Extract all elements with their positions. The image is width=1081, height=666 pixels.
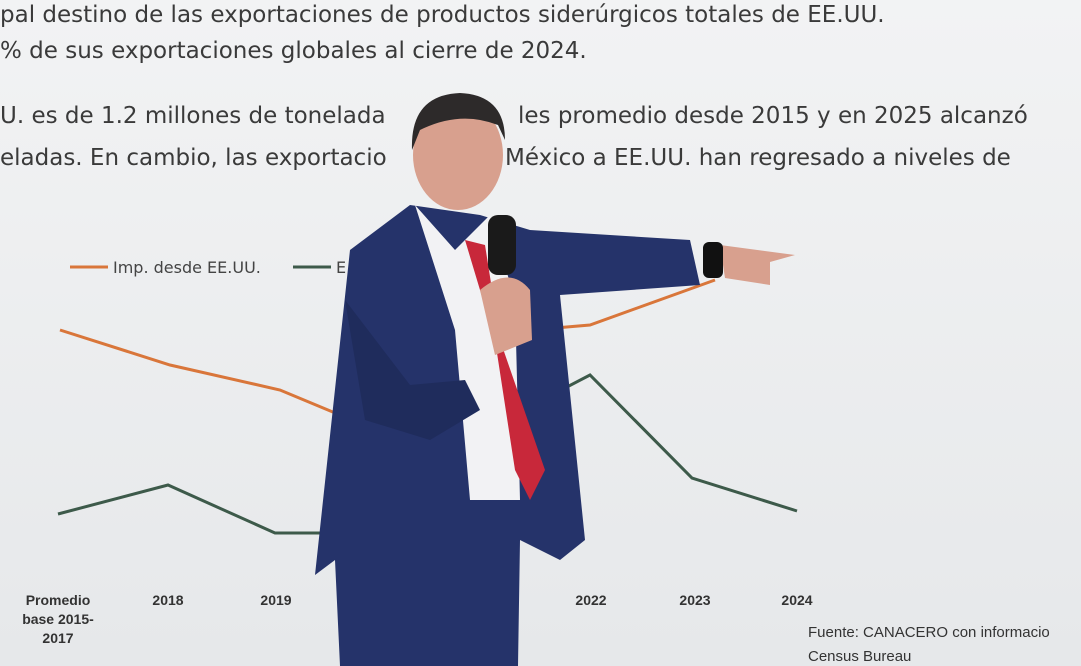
slide-text-line: México a EE.UU. han regresado a niveles …: [505, 145, 1011, 171]
speaker: [315, 93, 795, 666]
legend-label: E: [336, 258, 346, 277]
slide-text-line: % de sus exportaciones globales al cierr…: [0, 38, 587, 64]
legend-label: Imp. desde EE.UU.: [113, 258, 261, 277]
slide-text-line: pal destino de las exportaciones de prod…: [0, 2, 885, 28]
x-axis-label: Promedio: [26, 592, 91, 608]
x-axis-label: 2024: [781, 592, 812, 608]
slide-text-line: eladas. En cambio, las exportacio: [0, 145, 387, 171]
slide-text-line: U. es de 1.2 millones de tonelada: [0, 103, 386, 129]
green-line: [564, 373, 798, 513]
slide-text-line: les promedio desde 2015 y en 2025 alcanz…: [518, 103, 1028, 129]
source-note: Census Bureau: [808, 648, 911, 665]
green-line: [57, 483, 325, 535]
x-axis-label: 2023: [679, 592, 710, 608]
x-axis-label: 2022: [575, 592, 606, 608]
source-note: Fuente: CANACERO con informacio: [808, 624, 1050, 641]
orange-line: [554, 278, 716, 330]
x-axis-label: 2017: [42, 630, 73, 646]
x-axis-label: 2019: [260, 592, 291, 608]
x-axis-label: 2018: [152, 592, 183, 608]
orange-line: [59, 328, 341, 417]
x-axis-label: base 2015-: [22, 611, 94, 627]
slide-text: pal destino de las exportaciones de prod…: [0, 2, 1050, 665]
